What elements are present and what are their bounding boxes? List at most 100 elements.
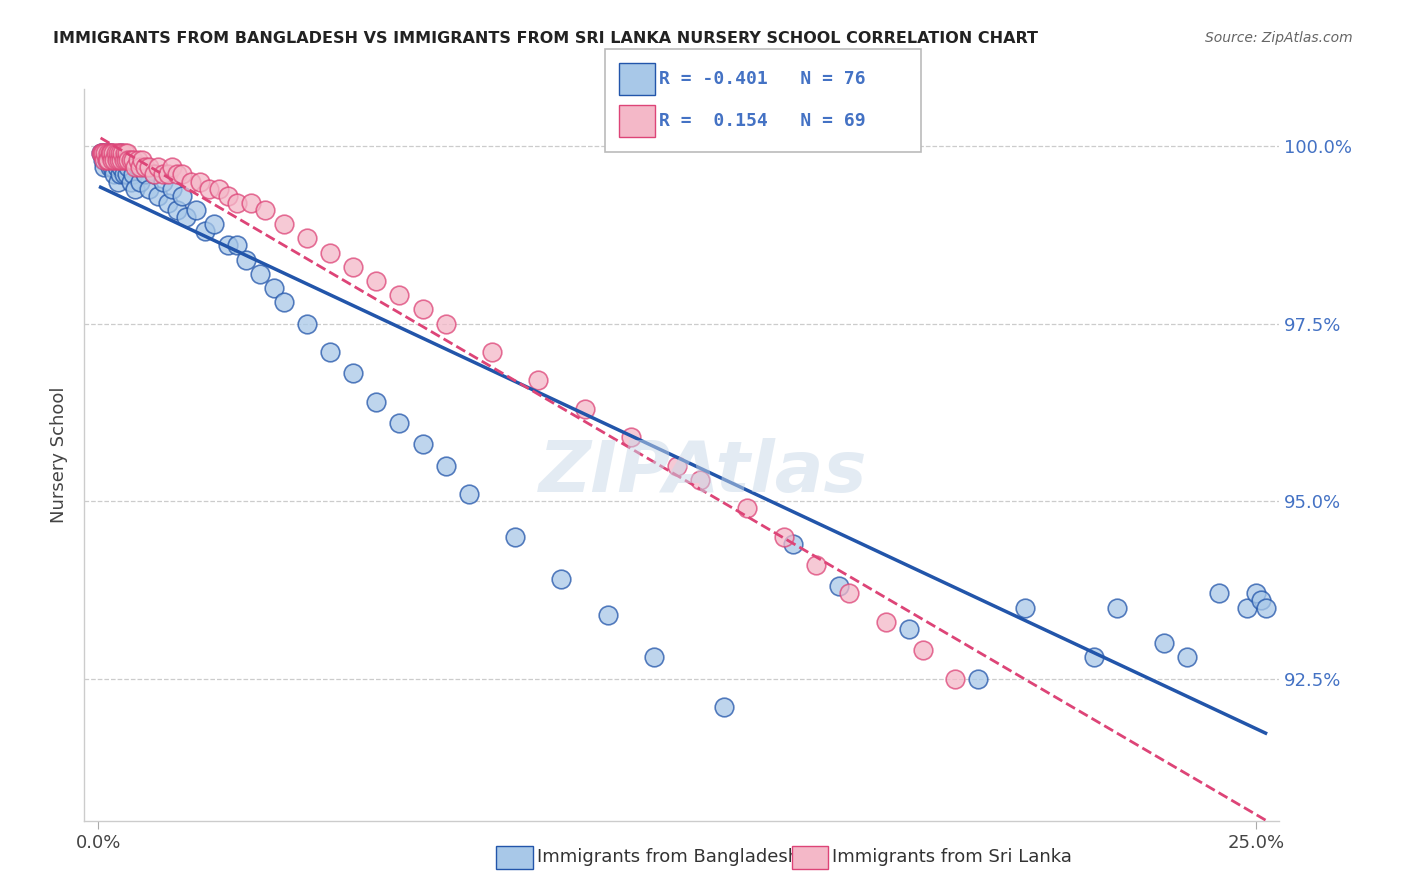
Point (574, 401, 596, 416)
Point (527, 373, 550, 387)
Point (108, 153, 131, 168)
Point (828, 579, 851, 593)
Point (412, 302, 434, 317)
Point (184, 202, 207, 217)
Point (127, 153, 149, 168)
Point (110, 146, 132, 161)
Point (1153, 636, 1175, 650)
Point (127, 161, 149, 175)
Point (550, 572, 572, 586)
Point (100, 146, 122, 161)
Point (188, 174, 211, 188)
Point (166, 168, 188, 182)
Point (96, 146, 118, 161)
Point (111, 146, 134, 161)
Point (713, 700, 735, 714)
Point (94, 146, 117, 161)
Point (91, 146, 114, 161)
Point (388, 416, 411, 430)
Point (1014, 600, 1036, 615)
Y-axis label: Nursery School: Nursery School (51, 386, 69, 524)
Point (100, 146, 122, 161)
Point (911, 643, 934, 657)
Point (90, 146, 112, 161)
Point (98, 161, 121, 175)
Text: Source: ZipAtlas.com: Source: ZipAtlas.com (1205, 31, 1353, 45)
Point (107, 146, 129, 161)
Point (110, 168, 132, 182)
Point (319, 345, 342, 359)
Point (96, 153, 118, 168)
Point (253, 202, 276, 217)
Point (174, 210, 197, 224)
Point (782, 537, 804, 551)
Point (110, 146, 132, 161)
Point (1175, 650, 1198, 665)
Point (897, 622, 920, 636)
Point (202, 217, 225, 231)
Point (103, 168, 125, 182)
Point (115, 153, 138, 168)
Point (875, 615, 897, 629)
Point (105, 153, 128, 168)
Point (91, 146, 114, 161)
Point (131, 153, 153, 168)
Point (643, 650, 665, 665)
Text: ZIPAtlas: ZIPAtlas (538, 438, 868, 508)
Point (90, 146, 112, 161)
Point (481, 345, 503, 359)
Point (122, 153, 145, 168)
Point (198, 181, 221, 195)
Point (120, 153, 142, 168)
Point (120, 174, 142, 188)
Point (112, 153, 135, 168)
Point (1254, 600, 1277, 615)
Point (152, 168, 174, 182)
Point (217, 188, 239, 202)
Point (434, 458, 457, 473)
Point (240, 195, 263, 210)
Point (124, 161, 146, 175)
Point (620, 430, 643, 444)
Point (148, 188, 170, 202)
Point (503, 530, 526, 544)
Point (93, 153, 115, 168)
Point (388, 288, 411, 302)
Point (93, 161, 115, 175)
Point (295, 231, 318, 245)
Point (94, 146, 117, 161)
Point (273, 217, 295, 231)
Point (170, 168, 193, 182)
Point (110, 161, 132, 175)
Point (101, 153, 124, 168)
Text: R =  0.154   N = 69: R = 0.154 N = 69 (659, 112, 866, 130)
Point (943, 672, 966, 686)
Point (162, 161, 184, 175)
Point (735, 501, 758, 516)
Point (1107, 600, 1129, 615)
Point (273, 295, 295, 310)
Point (412, 437, 434, 451)
Point (97, 153, 120, 168)
Point (142, 168, 165, 182)
Text: IMMIGRANTS FROM BANGLADESH VS IMMIGRANTS FROM SRI LANKA NURSERY SCHOOL CORRELATI: IMMIGRANTS FROM BANGLADESH VS IMMIGRANTS… (53, 31, 1039, 46)
Point (148, 161, 170, 175)
Point (105, 161, 128, 175)
Point (263, 281, 285, 295)
Text: R = -0.401   N = 76: R = -0.401 N = 76 (659, 70, 866, 88)
Point (194, 224, 217, 238)
Point (366, 394, 388, 409)
Point (129, 161, 152, 175)
Point (104, 153, 127, 168)
Point (235, 252, 257, 267)
Point (122, 168, 145, 182)
Point (101, 146, 124, 161)
Point (117, 153, 139, 168)
Point (134, 168, 156, 182)
Point (366, 274, 388, 288)
Point (967, 672, 990, 686)
Point (115, 168, 138, 182)
Point (249, 267, 271, 281)
Point (217, 238, 239, 252)
Point (295, 317, 318, 331)
